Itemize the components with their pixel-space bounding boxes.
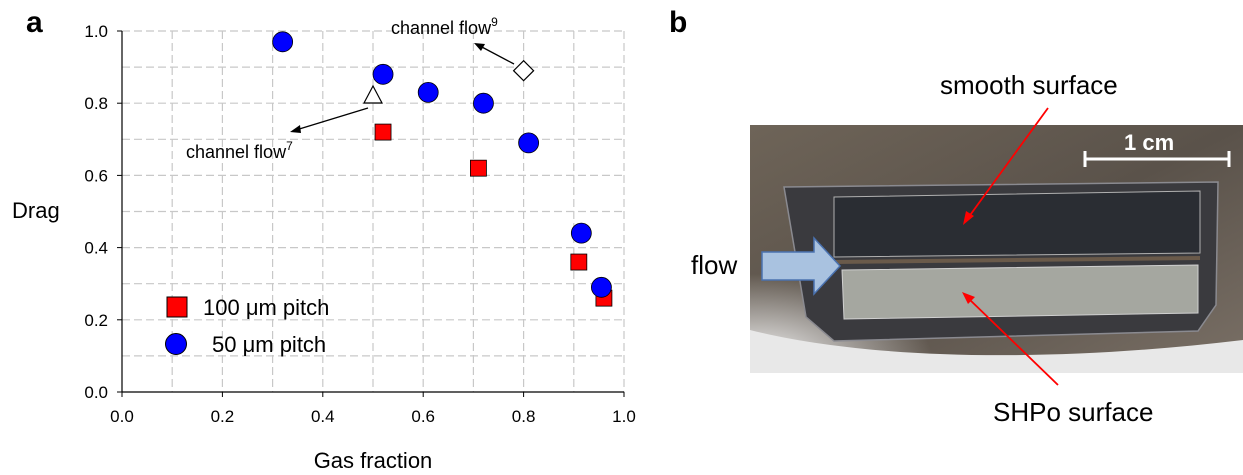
- data-point-circle: [417, 81, 439, 103]
- data-point-circle: [473, 92, 494, 114]
- legend-circle-marker: [165, 333, 187, 355]
- divider-strip: [833, 256, 1201, 264]
- svg-text:channel flow9: channel flow9: [391, 15, 498, 38]
- chart-axes: [121, 31, 624, 393]
- channel-flow-9-ref: 9: [491, 15, 498, 29]
- legend: 100 μm pitch 50 μm pitch: [165, 295, 329, 357]
- smooth-surface-label: smooth surface: [940, 70, 1118, 100]
- panel-a-letter: a: [26, 6, 43, 39]
- legend-label-50um: 50 μm pitch: [212, 332, 326, 357]
- y-tick-label: 0.2: [84, 311, 108, 330]
- x-axis-label: Gas fraction: [314, 448, 433, 473]
- y-axis-label: Drag: [12, 198, 60, 223]
- channel-flow-7-ref: 7: [286, 139, 293, 153]
- x-tick-label: 1.0: [612, 407, 636, 426]
- data-point-circle: [591, 276, 612, 298]
- x-tick-label: 0.4: [311, 407, 335, 426]
- legend-label-100um: 100 μm pitch: [203, 295, 329, 320]
- data-point-square: [470, 159, 487, 177]
- shpo-surface-region: [841, 264, 1199, 320]
- y-tick-label: 0.8: [84, 94, 108, 113]
- panel-b-letter: b: [669, 6, 688, 39]
- channel-flow-9-text: channel flow: [391, 18, 492, 38]
- y-tick-label: 0.0: [84, 383, 108, 402]
- x-tick-label: 0.2: [211, 407, 235, 426]
- drag-scatter-chart: 0.0 0.2 0.4 0.6 0.8 1.0 0.0 0.2 0.4 0.6 0.8 1.0 Gas…: [12, 15, 636, 473]
- channel-flow-7-text: channel flow: [186, 142, 287, 162]
- chart-ticks: 0.0 0.2 0.4 0.6 0.8 1.0 0.0 0.2 0.4 0.6 0.8 1.0: [84, 22, 635, 426]
- flow-label: flow: [691, 250, 738, 280]
- y-tick-label: 0.4: [84, 239, 108, 258]
- shpo-surface-label: SHPo surface: [993, 397, 1154, 427]
- x-tick-label: 0.6: [411, 407, 435, 426]
- scale-bar-label: 1 cm: [1124, 130, 1175, 155]
- data-point-diamond: [512, 59, 535, 82]
- data-point-circle: [570, 222, 592, 244]
- smooth-surface-region: [833, 190, 1201, 258]
- data-point-square: [570, 253, 588, 271]
- annotation-channel-flow-9: channel flow9: [391, 15, 515, 65]
- data-point-square: [374, 123, 392, 141]
- chart-marks: [272, 31, 613, 307]
- data-point-circle: [272, 31, 294, 53]
- data-point-circle: [372, 63, 394, 85]
- y-tick-label: 1.0: [84, 22, 108, 41]
- svg-text:channel flow7: channel flow7: [186, 139, 293, 162]
- y-tick-label: 0.6: [84, 166, 108, 185]
- chart-grid: [122, 30, 625, 392]
- x-tick-label: 0.8: [512, 407, 536, 426]
- data-point-circle: [518, 132, 540, 154]
- legend-square-marker: [166, 296, 188, 318]
- photo-bottom-edge: [750, 330, 1243, 373]
- data-point-triangle: [363, 84, 383, 104]
- x-tick-label: 0.0: [110, 407, 134, 426]
- annotation-channel-flow-7: channel flow7: [186, 107, 369, 162]
- channel-photo: [750, 125, 1243, 373]
